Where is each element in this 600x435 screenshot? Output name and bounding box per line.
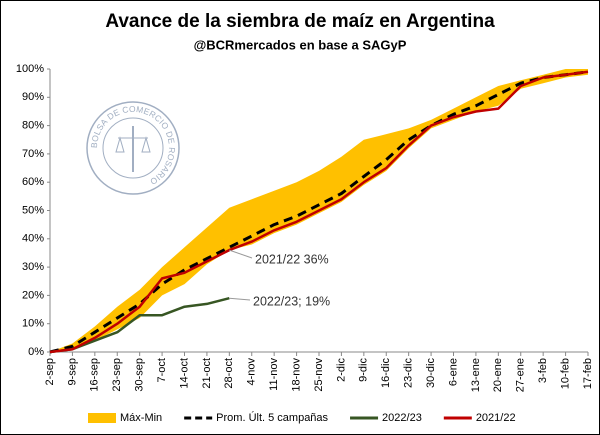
x-tick-label: 11-nov bbox=[268, 358, 280, 391]
x-tick-label: 18-nov bbox=[290, 358, 302, 392]
seal-ring bbox=[86, 101, 180, 195]
seal-scales bbox=[115, 136, 151, 153]
legend-swatch bbox=[88, 413, 116, 423]
x-tick-label: 21-oct bbox=[201, 358, 213, 389]
y-tick-label: 90% bbox=[22, 91, 44, 103]
y-tick-label: 0% bbox=[28, 346, 44, 358]
seal-ring bbox=[102, 117, 164, 179]
annotation-leader bbox=[229, 249, 253, 259]
x-tick-label: 16-sep bbox=[89, 358, 101, 392]
legend-label: 2022/23 bbox=[382, 412, 422, 424]
x-tick-label: 2-sep bbox=[44, 358, 56, 386]
series-line bbox=[49, 70, 589, 354]
y-tick-label: 40% bbox=[22, 233, 44, 245]
x-tick-label: 16-dic bbox=[380, 358, 392, 388]
x-tick-label: 10-feb bbox=[559, 358, 571, 389]
series-line bbox=[49, 70, 589, 354]
x-tick-label: 25-nov bbox=[313, 358, 325, 392]
x-tick-label: 3-feb bbox=[537, 358, 549, 383]
legend-label: 2021/22 bbox=[476, 412, 516, 424]
x-tick-label: 9-sep bbox=[66, 358, 78, 386]
x-tick-label: 30-sep bbox=[134, 358, 146, 392]
y-tick-label: 60% bbox=[22, 176, 44, 188]
y-tick-label: 30% bbox=[22, 261, 44, 273]
x-tick-label: 2-dic bbox=[335, 358, 347, 382]
x-tick-label: 27-ene bbox=[515, 358, 527, 392]
x-tick-label: 9-dic bbox=[358, 358, 370, 382]
y-tick-label: 10% bbox=[22, 318, 44, 330]
annotation: 2021/22 36% bbox=[255, 252, 329, 266]
x-tick-label: 6-ene bbox=[447, 358, 459, 386]
y-tick-label: 50% bbox=[22, 204, 44, 216]
annotation-leader bbox=[229, 297, 251, 301]
x-tick-label: 23-dic bbox=[403, 358, 415, 388]
x-tick-label: 4-nov bbox=[246, 358, 258, 386]
x-tick-label: 28-oct bbox=[223, 358, 235, 389]
x-tick-label: 20-ene bbox=[492, 358, 504, 392]
annotation: 2022/23; 19% bbox=[253, 294, 330, 308]
chart-title: Avance de la siembra de maíz en Argentin… bbox=[105, 11, 495, 32]
y-tick-label: 70% bbox=[22, 148, 44, 160]
x-tick-label: 14-oct bbox=[178, 358, 190, 389]
x-tick-label: 7-oct bbox=[156, 358, 168, 382]
y-tick-label: 100% bbox=[16, 63, 44, 75]
y-tick-label: 80% bbox=[22, 120, 44, 132]
y-tick-label: 20% bbox=[22, 289, 44, 301]
chart-subtitle: @BCRmercados en base a SAGyP bbox=[194, 37, 407, 52]
x-tick-label: 23-sep bbox=[111, 358, 123, 392]
x-tick-label: 13-ene bbox=[470, 358, 482, 392]
x-tick-label: 30-dic bbox=[425, 358, 437, 388]
legend-label: Máx-Min bbox=[120, 412, 162, 424]
legend-label: Prom. Últ. 5 campañas bbox=[216, 411, 328, 424]
x-tick-label: 17-feb bbox=[582, 358, 594, 389]
